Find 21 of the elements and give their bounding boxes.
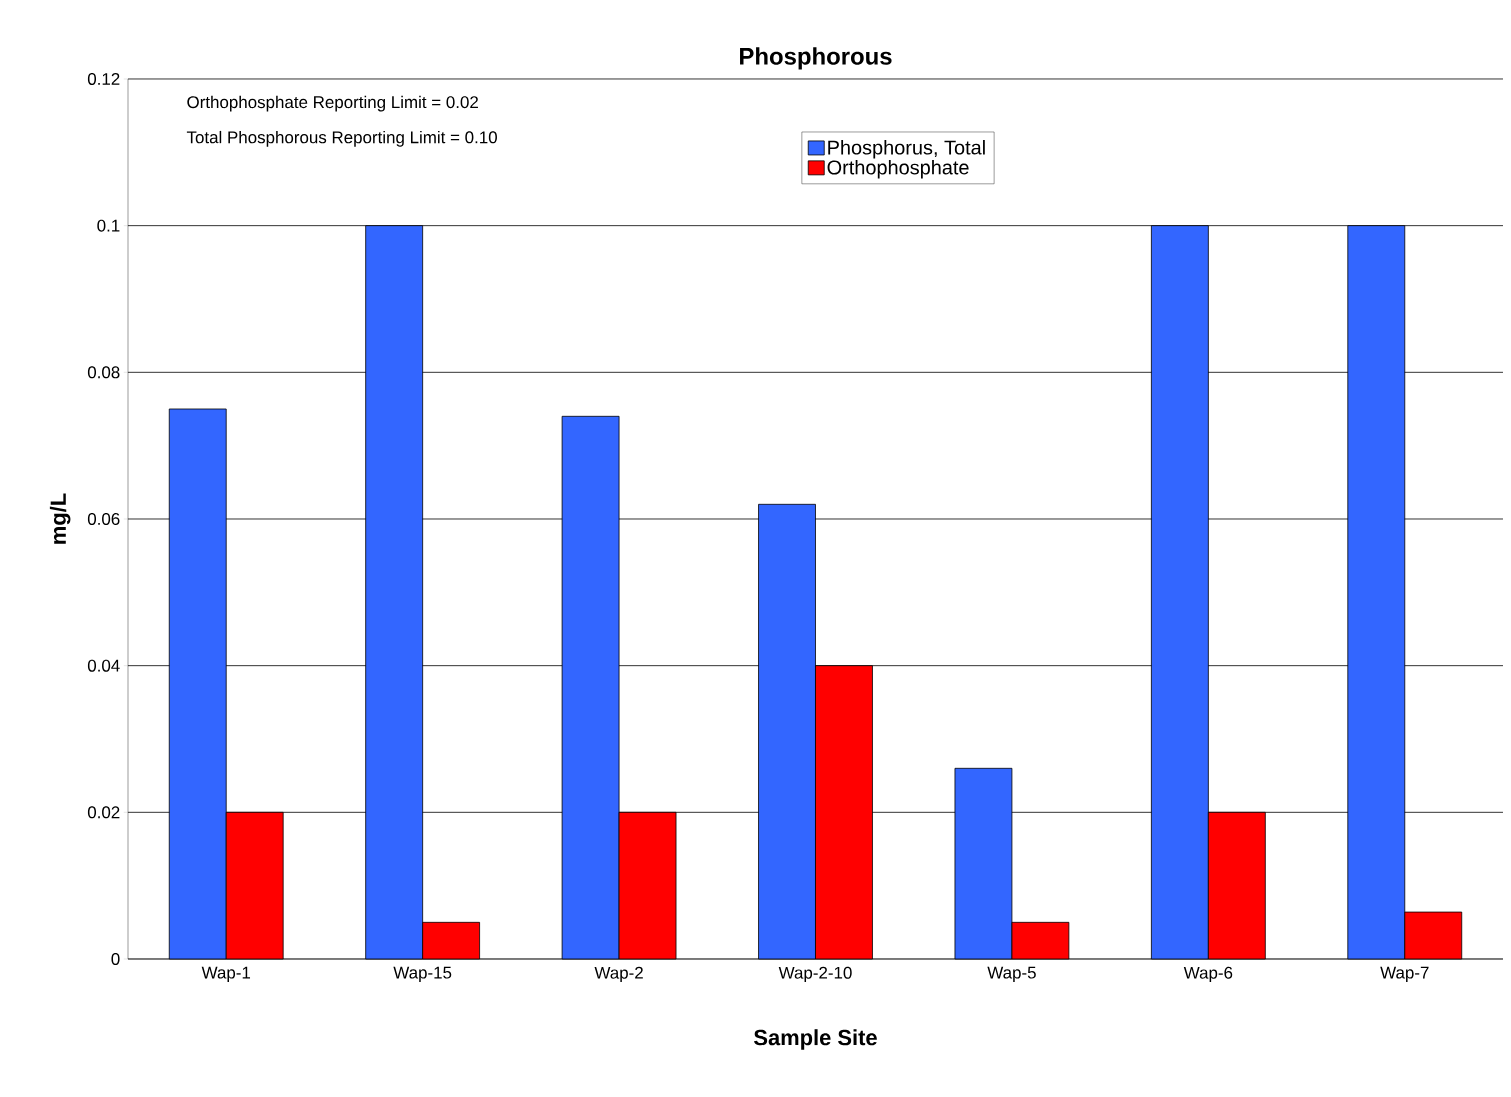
annotation: Total Phosphorous Reporting Limit = 0.10 [186, 130, 497, 147]
x-tick-label: Wap-5 [987, 966, 1036, 982]
y-axis-title: mg/L [49, 493, 71, 544]
y-tick-label: 0.08 [87, 366, 120, 379]
x-axis-title: Sample Site [753, 1029, 877, 1050]
x-tick-label: Wap-2 [594, 966, 643, 983]
x-tick-label: Wap-15 [393, 966, 452, 982]
legend-label: Phosphorus, Total [828, 139, 985, 159]
x-tick-label: Wap-2-10 [778, 966, 852, 983]
x-tick-label: Wap-6 [1183, 966, 1233, 983]
annotation: Orthophosphate Reporting Limit = 0.02 [187, 95, 478, 112]
x-tick-label: Wap-1 [201, 966, 251, 982]
y-tick-label: 0.1 [97, 219, 120, 232]
chart-title: Phosphorous [740, 47, 892, 70]
legend-label: Orthophosphate [827, 159, 969, 179]
y-tick-label: 0.04 [87, 659, 120, 672]
x-tick-label: Wap-7 [1380, 966, 1429, 982]
y-tick-label: 0.06 [87, 512, 120, 525]
y-tick-label: 0.12 [87, 72, 120, 85]
y-tick-label: 0.02 [87, 806, 120, 819]
y-tick-label: 0 [111, 953, 120, 965]
